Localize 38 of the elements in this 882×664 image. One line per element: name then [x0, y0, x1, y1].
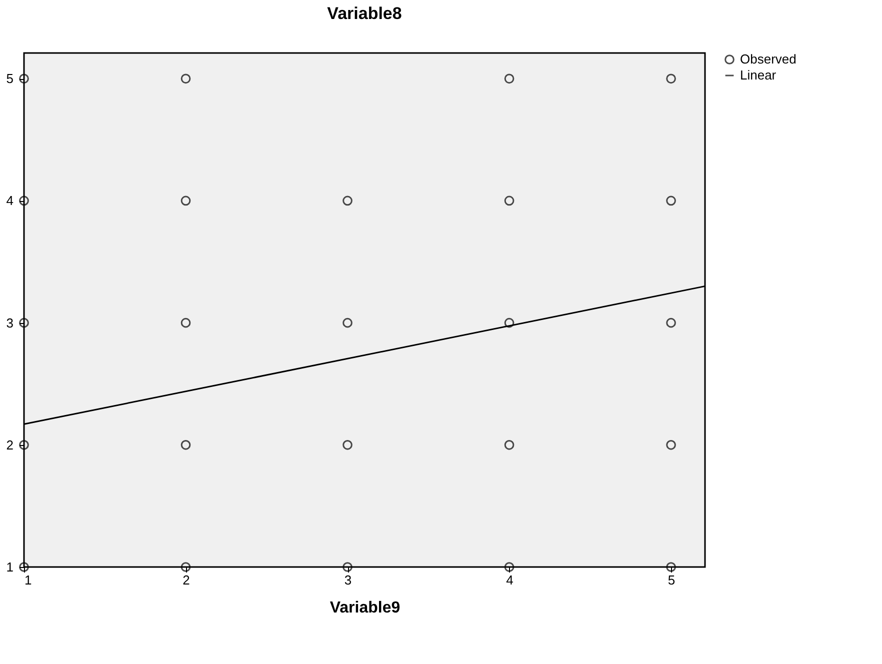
point [342, 196, 352, 206]
y-tick-label: 4 [6, 193, 14, 208]
point [342, 318, 352, 328]
legend-label: Linear [740, 68, 777, 82]
y-tick-label: 2 [6, 437, 14, 452]
point [504, 196, 514, 206]
point [19, 562, 29, 572]
y-tick-label: 5 [6, 71, 14, 86]
point [504, 74, 514, 84]
x-axis-title: Variable9 [330, 600, 400, 616]
point [180, 74, 191, 84]
point [342, 562, 352, 572]
point [666, 562, 676, 572]
x-tick-label: 5 [668, 572, 676, 588]
y-tick-label: 1 [6, 560, 14, 574]
point [180, 440, 191, 450]
x-tick-label: 1 [24, 572, 32, 588]
point [666, 74, 676, 84]
point [19, 196, 29, 206]
x-tick-label: 2 [182, 572, 190, 588]
point [504, 440, 514, 450]
point [342, 440, 352, 450]
point [504, 318, 514, 328]
point [19, 74, 29, 84]
point [666, 318, 676, 328]
point [180, 196, 191, 206]
point [19, 318, 29, 328]
y-tick-label: 3 [6, 315, 14, 330]
x-tick-label: 3 [344, 572, 352, 588]
point [504, 562, 514, 572]
x-tick-label: 4 [506, 572, 514, 588]
point [666, 196, 676, 206]
legend-label: Observed [740, 52, 796, 66]
point [180, 562, 191, 572]
chart-title: Variable8 [327, 4, 402, 23]
point [180, 318, 191, 328]
point [19, 440, 29, 450]
point [666, 440, 676, 450]
